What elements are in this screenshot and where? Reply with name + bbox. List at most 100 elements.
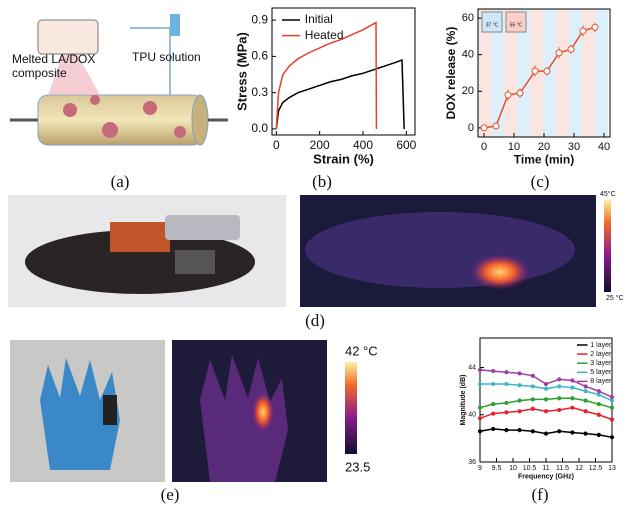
data-point	[597, 393, 600, 396]
annotation: composite	[12, 66, 67, 80]
x-tick-label: 600	[396, 138, 416, 152]
data-point	[518, 410, 521, 413]
colorbar-label: 25 °C	[606, 294, 624, 302]
x-axis-label: Frequency (GHz)	[518, 474, 574, 481]
data-point	[505, 371, 508, 374]
data-point	[531, 374, 534, 377]
legend-label: Heated	[305, 28, 344, 42]
colorbar-label: 23.5	[345, 459, 370, 474]
data-point	[571, 386, 574, 389]
data-point	[544, 387, 547, 390]
panel-label: (f)	[532, 485, 549, 504]
x-tick-label: 9	[478, 465, 482, 472]
colorbar-label: 42 °C	[345, 343, 378, 358]
data-point	[492, 427, 495, 430]
data-point	[568, 46, 574, 52]
panel-label: (b)	[312, 172, 332, 191]
photo-mouse	[8, 195, 286, 307]
data-point	[592, 24, 598, 30]
data-point	[478, 417, 481, 420]
data-point	[584, 390, 587, 393]
x-tick-label: 0	[481, 141, 487, 153]
data-point	[571, 397, 574, 400]
data-point	[558, 378, 561, 381]
y-tick-label: 0.3	[251, 85, 268, 99]
x-tick-label: 20	[538, 141, 550, 153]
data-point	[610, 406, 613, 409]
data-point	[481, 125, 487, 131]
x-tick-label: 0	[273, 138, 280, 152]
data-point	[517, 90, 523, 96]
x-tick-label: 10.5	[523, 465, 537, 472]
data-point	[584, 432, 587, 435]
photo-glove	[10, 340, 165, 482]
data-point	[478, 382, 481, 385]
annotation: TPU solution	[132, 50, 201, 64]
panel-label: (e)	[161, 485, 180, 504]
x-tick-label: 40	[598, 141, 610, 153]
data-point	[558, 430, 561, 433]
data-point	[610, 436, 613, 439]
data-point	[531, 398, 534, 401]
figure: Melted LA/DOX composite TPU solution 45°…	[0, 0, 630, 509]
y-tick-label: 36	[468, 459, 476, 466]
legend-label: Initial	[305, 12, 333, 26]
x-tick-label: 13	[608, 465, 616, 472]
x-tick-label: 10	[508, 141, 520, 153]
legend-label: 3 layer	[590, 360, 612, 367]
data-point	[571, 406, 574, 409]
data-point	[505, 411, 508, 414]
data-point	[597, 433, 600, 436]
x-tick-label: 12.5	[589, 465, 603, 472]
data-point	[597, 390, 600, 393]
icon-label: 55 °C	[510, 22, 523, 28]
data-point	[556, 50, 562, 56]
data-point	[580, 28, 586, 34]
colorbar	[345, 362, 357, 454]
icon-label: 37 °C	[486, 22, 499, 28]
panel-label: (a)	[111, 172, 130, 191]
data-point	[492, 412, 495, 415]
x-tick-label: 12	[575, 465, 583, 472]
data-point	[584, 385, 587, 388]
data-point	[531, 385, 534, 388]
data-point	[597, 403, 600, 406]
data-point	[544, 382, 547, 385]
data-point	[478, 430, 481, 433]
data-point	[584, 410, 587, 413]
x-axis-label: Strain (%)	[313, 152, 374, 167]
data-point	[505, 92, 511, 98]
x-tick-label: 30	[568, 141, 580, 153]
y-tick-label: 0.9	[251, 12, 268, 26]
data-point	[544, 432, 547, 435]
data-point	[544, 68, 550, 74]
data-point	[584, 399, 587, 402]
x-tick-label: 400	[353, 138, 373, 152]
colorbar	[604, 200, 611, 292]
panel-label: (d)	[305, 311, 325, 330]
data-point	[478, 406, 481, 409]
thermal-hand	[172, 340, 327, 482]
y-tick-label: 60	[462, 12, 474, 24]
data-point	[531, 430, 534, 433]
legend-label: 8 layer	[590, 378, 612, 385]
y-tick-label: 20	[462, 85, 474, 97]
data-point	[505, 429, 508, 432]
data-point	[544, 398, 547, 401]
data-point	[610, 399, 613, 402]
legend-label: 2 layer	[590, 351, 612, 358]
y-axis-label: Magnitude (dB)	[460, 375, 467, 426]
y-axis-label: Stress (MPa)	[235, 32, 250, 111]
panel-label: (c)	[531, 172, 550, 191]
data-point	[544, 410, 547, 413]
y-tick-label: 44	[468, 364, 476, 371]
x-tick-label: 11	[542, 465, 549, 472]
data-point	[518, 372, 521, 375]
data-point	[597, 413, 600, 416]
data-point	[505, 382, 508, 385]
data-point	[558, 397, 561, 400]
x-tick-label: 10	[509, 465, 517, 472]
colorbar-label: 45°C	[600, 190, 616, 198]
x-axis-label: Time (min)	[514, 152, 574, 166]
data-point	[518, 429, 521, 432]
